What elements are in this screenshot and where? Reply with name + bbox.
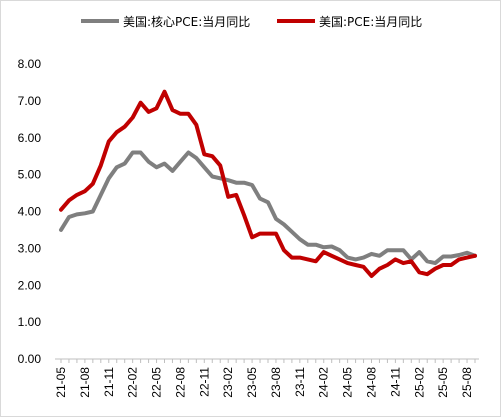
y-tick-label: 0.00 (18, 352, 42, 366)
x-tick-label: 21-08 (78, 367, 92, 398)
series-line-pce (59, 89, 477, 278)
y-tick-label: 7.00 (18, 94, 42, 108)
x-tick-label: 22-02 (126, 367, 140, 398)
x-tick-label: 23-08 (269, 367, 283, 398)
y-tick-label: 6.00 (18, 131, 42, 145)
legend-label-pce: 美国:PCE:当月同比 (319, 15, 422, 29)
x-tick-label: 24-11 (388, 367, 402, 397)
y-tick-label: 5.00 (18, 168, 42, 182)
x-tick-label: 22-08 (173, 367, 187, 398)
x-tick-label: 23-05 (245, 367, 259, 398)
x-axis: 21-05 21-08 21-11 22-02 22-05 22-08 22-11 23-02… (54, 358, 479, 398)
x-tick-label: 25-02 (412, 367, 426, 398)
y-tick-label: 4.00 (18, 205, 42, 219)
series-layer (59, 89, 477, 278)
y-tick-label: 1.00 (18, 315, 42, 329)
x-tick-label: 24-02 (317, 367, 331, 398)
y-tick-label: 3.00 (18, 241, 42, 255)
legend: 美国:核心PCE:当月同比 美国:PCE:当月同比 (81, 15, 422, 29)
x-tick-label: 22-05 (150, 367, 164, 398)
y-tick-label: 2.00 (18, 278, 42, 292)
x-tick-label: 21-05 (54, 367, 68, 398)
x-tick-label: 23-11 (293, 367, 307, 397)
x-tick-label: 25-08 (460, 367, 474, 398)
x-tick-label: 23-02 (221, 367, 235, 398)
x-tick-label: 25-05 (436, 367, 450, 398)
x-tick-label: 24-05 (341, 367, 355, 398)
legend-label-core-pce: 美国:核心PCE:当月同比 (123, 15, 250, 29)
y-tick-label: 8.00 (18, 57, 42, 71)
x-tick-label: 21-11 (102, 367, 116, 397)
x-tick-label: 22-11 (197, 367, 211, 397)
x-tick-label: 24-08 (365, 367, 379, 398)
y-axis: 0.00 1.00 2.00 3.00 4.00 5.00 6.00 7.00 8.00 (18, 57, 42, 366)
series-line-core-pce (59, 150, 477, 266)
